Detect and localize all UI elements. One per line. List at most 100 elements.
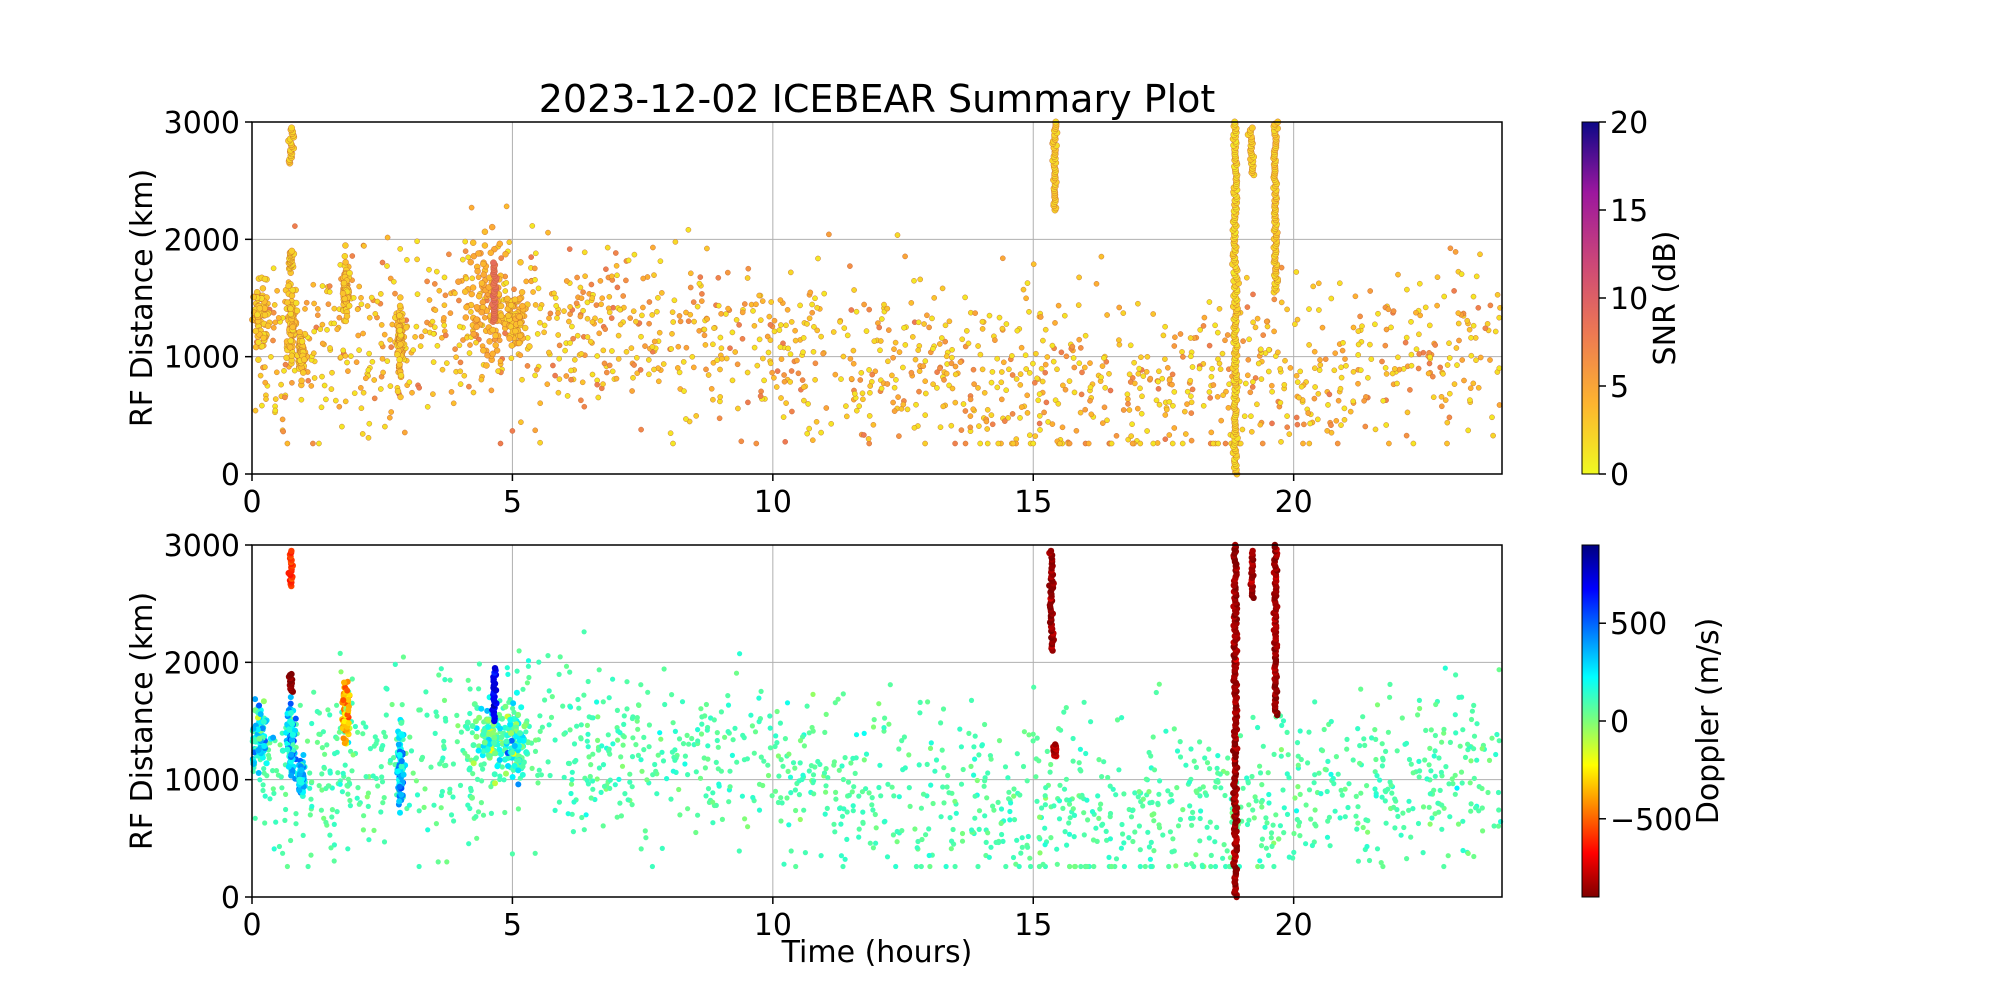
data-point [767,360,774,367]
data-point [809,724,815,731]
data-point [1383,820,1389,826]
data-point [928,740,934,746]
data-point [1255,724,1261,731]
data-point [260,698,267,705]
data-point [1182,408,1188,415]
data-point [691,364,697,371]
data-point [1166,398,1173,405]
data-point [282,817,288,824]
data-point [1036,420,1043,427]
data-point [800,335,807,341]
data-point [938,720,944,726]
data-point [633,318,639,325]
data-point [467,686,473,692]
data-point [781,372,787,378]
data-point [1441,726,1447,732]
data-point [972,793,978,799]
data-point [1315,390,1322,397]
data-point [1427,791,1433,797]
data-point [421,804,427,811]
data-point [587,773,593,780]
data-point [630,735,636,741]
data-point [1003,863,1009,870]
data-point [975,863,981,870]
data-point [470,239,477,246]
data-point [351,390,358,397]
data-point [839,763,845,769]
data-point [406,802,412,808]
data-point [561,308,567,314]
data-point [398,763,405,770]
data-point [634,354,640,361]
data-point [758,688,764,695]
data-point [977,351,984,358]
data-point [567,340,573,346]
data-point [1061,786,1068,792]
data-point [744,275,751,281]
data-point [1374,846,1381,852]
data-point [600,347,607,354]
data-point [867,840,873,846]
data-point [1400,810,1406,816]
data-point [1428,727,1434,733]
data-point [383,685,389,691]
data-point [1030,440,1037,447]
data-point [569,777,575,783]
data-point [587,338,594,345]
data-point [567,704,574,710]
data-point [1441,293,1447,300]
data-point [884,381,891,387]
data-point [1008,800,1014,806]
data-point [1437,364,1443,371]
data-point [971,381,977,387]
data-point [685,226,692,233]
data-point [1465,850,1471,857]
data-point [485,717,492,723]
data-point [953,810,959,816]
data-point [1082,332,1089,339]
data-point [972,310,979,316]
data-point [866,306,873,313]
y-tick-label: 3000 [164,106,240,141]
data-point [1160,332,1167,339]
data-point [641,747,647,753]
data-point [518,419,524,426]
data-point [278,381,284,388]
data-point [695,738,701,744]
data-point [998,820,1004,827]
data-point [1367,341,1373,348]
data-point [1162,356,1168,362]
data-point [645,689,651,695]
data-point [739,309,746,316]
data-point [1355,726,1361,732]
data-point [523,729,529,735]
data-point [1467,780,1473,786]
data-point [606,362,613,369]
data-point [1075,302,1082,308]
data-point [340,279,348,287]
data-point [1452,249,1459,255]
data-point [1324,427,1330,434]
data-point [382,423,388,430]
data-point [580,289,586,296]
data-point [396,327,404,334]
data-point [480,812,487,818]
data-point [782,736,789,742]
data-point [1003,321,1010,327]
data-point [441,738,447,744]
data-point [262,379,269,386]
data-point [1076,760,1082,766]
data-point [560,703,566,709]
data-point [1060,382,1066,389]
data-point [680,741,687,747]
data-point [1157,778,1163,784]
data-point [1410,440,1417,447]
data-point [1188,353,1194,360]
data-point [513,689,520,696]
data-point [719,816,726,823]
data-point [1368,356,1375,362]
data-point [1408,351,1415,358]
data-point [574,723,580,729]
data-point [1416,758,1422,765]
data-point [1135,300,1141,307]
